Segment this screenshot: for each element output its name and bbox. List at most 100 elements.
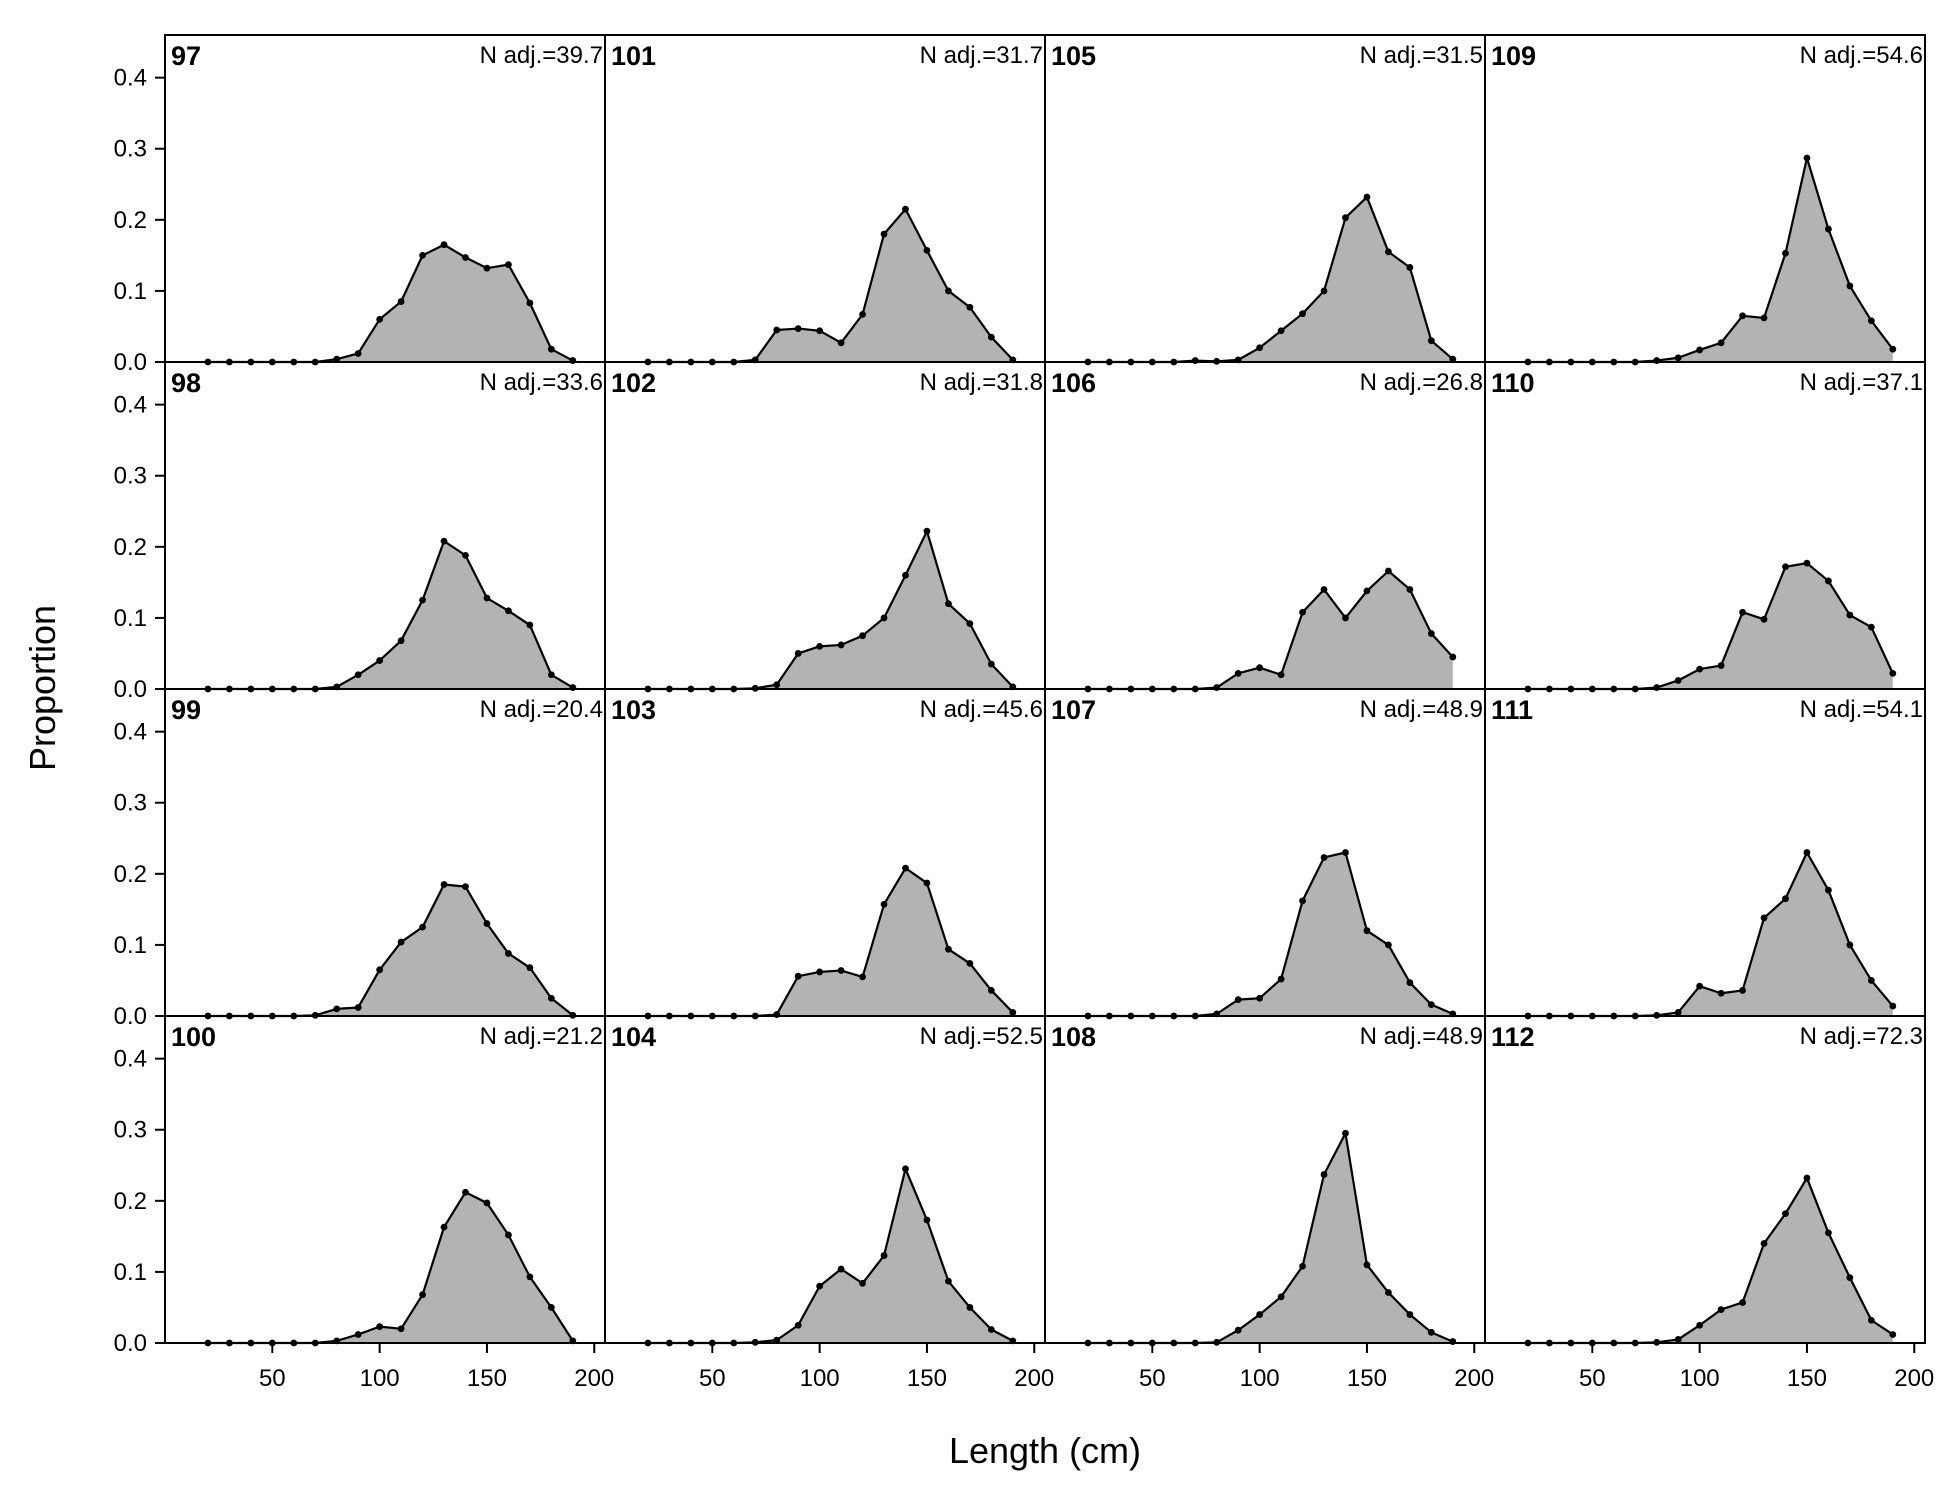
data-point [1674, 677, 1682, 684]
data-point [837, 339, 845, 347]
data-point [526, 1273, 534, 1281]
data-point [1782, 895, 1789, 903]
data-point [1760, 914, 1768, 922]
data-point [1803, 559, 1811, 567]
data-point [1889, 1002, 1897, 1010]
area-111 [1527, 852, 1893, 1016]
panel-frame [1044, 1015, 1486, 1344]
data-point [440, 1223, 448, 1231]
data-point [794, 972, 802, 980]
area-107 [1087, 852, 1453, 1016]
data-point [1256, 1311, 1264, 1318]
data-point [1696, 982, 1704, 990]
panel-111: 111 N adj.=54.1 [1484, 688, 1926, 1020]
panel-year-label: 105 [1051, 41, 1096, 71]
x-tick-label: 200 [1894, 1365, 1934, 1392]
data-point [945, 287, 952, 295]
data-point [837, 967, 845, 974]
data-point [816, 642, 824, 650]
panel-n-adj-label: N adj.=21.2 [480, 1023, 603, 1050]
data-point [1846, 941, 1854, 949]
data-point [902, 864, 909, 872]
area-109 [1527, 157, 1893, 362]
x-tick-label: 150 [907, 1365, 947, 1392]
data-point [859, 310, 866, 318]
panel-n-adj-label: N adj.=31.7 [920, 42, 1043, 69]
data-point [1320, 854, 1328, 861]
data-point [1256, 344, 1264, 352]
data-point [1449, 653, 1457, 661]
data-point [1825, 225, 1832, 233]
panel-year-label: 110 [1491, 368, 1535, 398]
data-point [945, 600, 952, 608]
data-point [483, 594, 491, 602]
data-point [1363, 927, 1371, 935]
data-point [1427, 1001, 1435, 1009]
area-100 [207, 1192, 573, 1343]
data-point [1739, 608, 1746, 616]
data-point [1256, 664, 1264, 672]
data-point [354, 1331, 362, 1338]
panel-n-adj-label: N adj.=39.7 [480, 42, 603, 69]
data-point [333, 1005, 341, 1013]
data-point [1739, 312, 1746, 320]
panel-n-adj-label: N adj.=31.5 [1360, 42, 1483, 69]
data-point [1427, 1328, 1435, 1336]
data-point [376, 315, 384, 323]
data-point [1846, 1274, 1854, 1281]
data-point [1867, 623, 1875, 631]
panel-110: 110 N adj.=37.1 [1484, 361, 1926, 693]
data-point [1342, 849, 1349, 856]
data-point [354, 350, 362, 357]
data-point [816, 1282, 824, 1290]
data-point [1760, 1240, 1768, 1247]
y-tick-label: 0.0 [114, 349, 147, 376]
data-point [1889, 345, 1897, 353]
area-108 [1087, 1133, 1453, 1343]
panel-year-label: 103 [611, 695, 656, 725]
panel-n-adj-label: N adj.=37.1 [1800, 369, 1923, 396]
data-point [1825, 577, 1832, 585]
data-point [966, 959, 974, 967]
panel-n-adj-label: N adj.=54.6 [1800, 42, 1923, 69]
data-point [880, 230, 888, 238]
panel-frame [164, 361, 606, 690]
data-point [1846, 282, 1854, 290]
data-point [462, 883, 469, 891]
x-tick-label: 100 [1680, 1365, 1720, 1392]
area-104 [647, 1168, 1013, 1343]
y-tick-label: 0.1 [114, 278, 147, 305]
panel-99: 99 N adj.=20.4 [164, 688, 606, 1020]
data-point [794, 650, 802, 657]
data-point [987, 660, 995, 668]
y-tick-label: 0.0 [114, 1330, 147, 1357]
data-point [440, 881, 448, 888]
data-point [859, 1279, 866, 1287]
data-point [419, 923, 426, 931]
panel-n-adj-label: N adj.=31.8 [920, 369, 1043, 396]
data-point [1406, 979, 1414, 986]
area-110 [1527, 563, 1893, 689]
y-tick-label: 0.3 [114, 790, 147, 817]
data-point [397, 938, 405, 946]
panel-103: 103 N adj.=45.6 [604, 688, 1046, 1020]
x-tick-label: 50 [699, 1365, 726, 1392]
x-tick-label: 100 [360, 1365, 400, 1392]
data-point [483, 1199, 491, 1207]
y-tick-label: 0.4 [114, 392, 147, 419]
area-112 [1527, 1178, 1893, 1343]
panel-n-adj-label: N adj.=48.9 [1360, 696, 1483, 723]
panel-105: 105 N adj.=31.5 [1044, 34, 1486, 366]
data-point [462, 551, 469, 559]
panel-frame [604, 34, 1046, 363]
data-point [1825, 1229, 1832, 1237]
data-point [462, 254, 469, 261]
area-97 [207, 244, 573, 362]
data-point [794, 1321, 802, 1329]
y-tick-label: 0.4 [114, 1046, 147, 1073]
data-point [880, 1252, 888, 1259]
y-tick-label: 0.1 [114, 932, 147, 959]
panel-year-label: 112 [1491, 1022, 1535, 1052]
panel-frame [164, 34, 606, 363]
